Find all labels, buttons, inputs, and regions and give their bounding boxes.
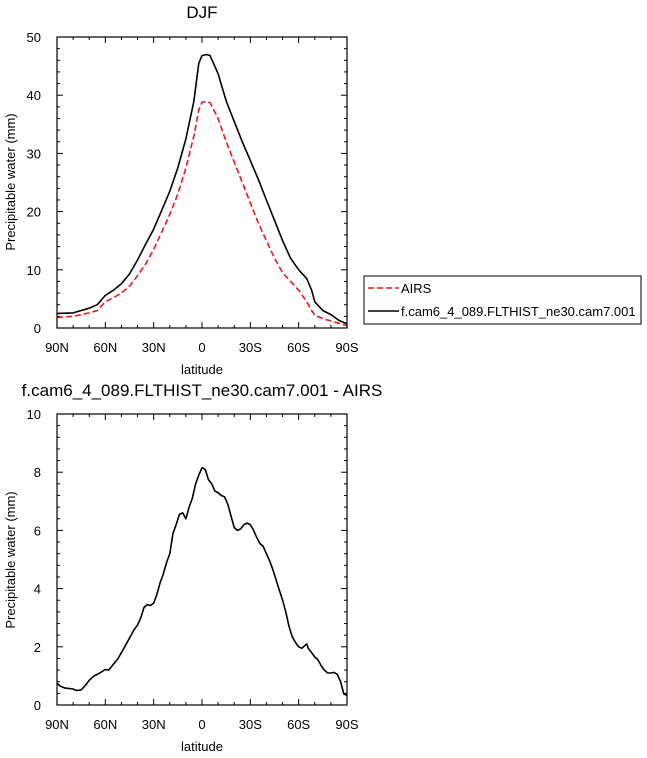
top-panel-x-tick-label: 30N <box>142 340 166 355</box>
top-panel-y-axis-label: Precipitable water (mm) <box>3 113 18 250</box>
bottom-panel-x-tick-label: 90S <box>335 717 358 732</box>
bottom-panel-x-tick-label: 30N <box>142 717 166 732</box>
bottom-panel-series <box>56 466 348 697</box>
top-panel-series-line-1 <box>56 53 348 325</box>
bottom-panel-y-tick-label: 8 <box>34 465 41 480</box>
top-panel-x-tick-label: 30S <box>239 340 262 355</box>
bottom-panel: f.cam6_4_089.FLTHIST_ne30.cam7.001 - AIR… <box>3 381 382 754</box>
top-panel-y-tick-label: 50 <box>27 30 41 45</box>
top-panel-y-tick-label: 40 <box>27 88 41 103</box>
top-panel-y-tick-label: 10 <box>27 263 41 278</box>
top-panel-y-tick-label: 20 <box>27 205 41 220</box>
bottom-panel-frame <box>56 413 348 706</box>
bottom-panel-y-tick-label: 10 <box>27 407 41 422</box>
bottom-panel-y-axis-label: Precipitable water (mm) <box>3 491 18 628</box>
bottom-panel-y-tick-label: 0 <box>34 698 41 713</box>
bottom-panel-x-tick-label: 60N <box>93 717 117 732</box>
top-panel-x-tick-label: 0 <box>198 340 205 355</box>
top-panel-y-tick-label: 0 <box>34 321 41 336</box>
bottom-panel-y-tick-label: 6 <box>34 523 41 538</box>
bottom-panel-y-tick-label: 2 <box>34 640 41 655</box>
top-panel-y-tick-label: 30 <box>27 146 41 161</box>
bottom-panel-series-line-0 <box>56 466 348 697</box>
bottom-panel-x-axis-label: latitude <box>181 739 223 754</box>
bottom-panel-ticks: 90N 60N 30N 0 30S 60S 90S 0 2 4 6 8 10 <box>27 407 359 732</box>
top-panel-frame <box>56 36 348 329</box>
top-panel-x-tick-label: 90N <box>45 340 69 355</box>
top-panel-x-axis-label: latitude <box>181 362 223 377</box>
top-panel-x-tick-label: 60S <box>287 340 310 355</box>
bottom-panel-x-tick-label: 0 <box>198 717 205 732</box>
bottom-panel-x-tick-label: 60S <box>287 717 310 732</box>
top-panel: DJF 90N 60N 30N 0 30S 60S 90S 0 10 20 30 40 50 latit… <box>3 3 359 377</box>
bottom-panel-x-tick-label: 90N <box>45 717 69 732</box>
bottom-panel-x-tick-label: 30S <box>239 717 262 732</box>
legend-label-model: f.cam6_4_089.FLTHIST_ne30.cam7.001 <box>401 304 636 319</box>
top-panel-series-line-0 <box>56 100 348 327</box>
top-panel-x-tick-label: 60N <box>93 340 117 355</box>
legend-label-airs: AIRS <box>401 281 432 296</box>
top-panel-series <box>56 53 348 327</box>
top-panel-x-tick-label: 90S <box>335 340 358 355</box>
legend: AIRS f.cam6_4_089.FLTHIST_ne30.cam7.001 <box>363 275 642 325</box>
bottom-panel-y-tick-label: 4 <box>34 582 41 597</box>
legend-box <box>363 275 642 325</box>
top-panel-ticks: 90N 60N 30N 0 30S 60S 90S 0 10 20 30 40 50 <box>27 30 359 355</box>
bottom-panel-title: f.cam6_4_089.FLTHIST_ne30.cam7.001 - AIR… <box>22 381 383 400</box>
top-panel-title: DJF <box>186 3 217 22</box>
